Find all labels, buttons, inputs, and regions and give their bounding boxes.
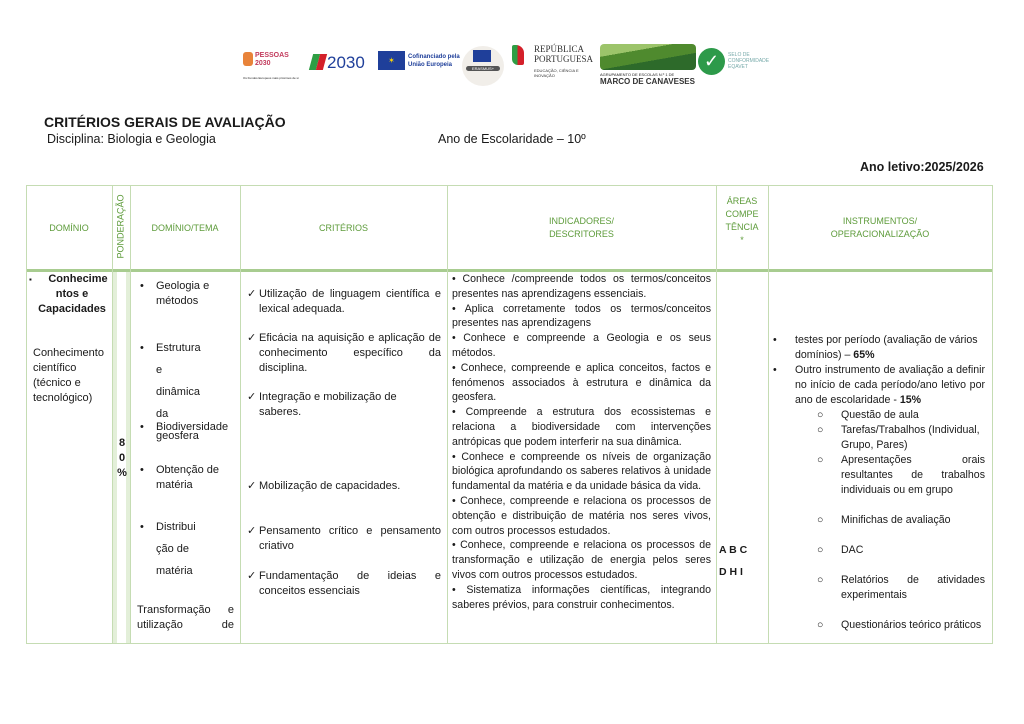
instrumento-subitem: ○ Tarefas/Trabalhos (Individual, Grupo, P… — [817, 424, 980, 451]
check-icon: ✓ — [698, 48, 725, 75]
indicador-item: • Sistematiza informações científicas, i… — [452, 583, 711, 611]
instrumento-subitem: ○ Minifichas de avaliação — [817, 514, 951, 526]
disciplina-label: Disciplina: Biologia e Geologia — [47, 132, 216, 146]
checkmark-icon: ✓ — [247, 332, 257, 344]
header-areas-competencia: ÁREAS COMPE TÊNCIA * — [725, 196, 759, 245]
instrumento-item: • testes por período (avaliação de vários… — [773, 334, 978, 361]
header-dominio: DOMÍNIO — [49, 223, 89, 233]
dominio-bullet: ▪ — [29, 275, 32, 284]
indicador-item: • Conhece, compreende e relaciona os pro… — [452, 539, 711, 581]
tema-transformacao: Transformação e utilização de — [137, 604, 234, 631]
header-criterios: CRITÉRIOS — [318, 223, 368, 233]
tema-item: • Biodiversidade — [140, 421, 229, 433]
logo-eqavet: ✓ SELO DE CONFORMIDADE EQAVET — [698, 47, 780, 79]
indicador-item: • Compreende a estrutura dos ecossistema… — [452, 406, 711, 448]
ano-escolaridade-label: Ano de Escolaridade – 10º — [438, 132, 586, 146]
logo-agrupamento-marco-de-canaveses: AGRUPAMENTO DE ESCOLAS N.º 1 DE MARCO DE… — [600, 44, 698, 86]
instrumentos-list: • testes por período (avaliação de vários… — [773, 333, 985, 633]
header-dominio-tema: DOMÍNIO/TEMA — [151, 223, 219, 233]
instrumento-subitem: ○ Questionários teórico práticos — [817, 619, 982, 631]
logo-pessoas-2030: PESSOAS 2030 Os Fundos Europeus mais pró… — [243, 52, 299, 80]
header-instrumentos: INSTRUMENTOS/ OPERACIONALIZAÇÃO — [830, 216, 930, 239]
indicador-item: • Conhece, compreende e relaciona os pro… — [452, 494, 711, 537]
criterio-item: ✓ Mobilização de capacidades. — [247, 480, 401, 492]
checkmark-icon: ✓ — [247, 480, 257, 492]
indicador-item: • Conhece e compreende a Geologia e os s… — [452, 332, 711, 359]
indicadores-list: • Conhece /compreende todos os termos/co… — [452, 272, 711, 612]
indicador-item: • Conhece, compreende e aplica conceitos… — [452, 361, 711, 404]
ponderacao-column-shade — [113, 272, 117, 643]
logo-portugal-2030: 2030 — [308, 52, 365, 74]
checkmark-icon: ✓ — [247, 288, 257, 300]
dominio-description: Conhecimento científico (técnico e tecno… — [33, 347, 104, 404]
tema-item: • Geologia e métodos — [140, 280, 210, 307]
areas-competencia: A B C D H I — [719, 544, 748, 578]
document-title: CRITÉRIOS GERAIS DE AVALIAÇÃO — [44, 114, 286, 130]
instrumento-subitem: ○ Questão de aula — [817, 409, 919, 421]
criterio-item: ✓ Pensamento crítico e pensamento criativ… — [247, 525, 441, 552]
ponderacao-value: 8 0 % — [117, 437, 127, 479]
instrumento-subitem: ○ Apresentações orais resultantes de trab… — [817, 454, 985, 496]
instrumento-subitem: ○ Relatórios de atividades experimentais — [817, 574, 985, 601]
header-indicadores: INDICADORES/ DESCRITORES — [548, 216, 614, 239]
instrumento-subitem: ○ DAC — [817, 544, 864, 556]
tema-item: • Obtenção de matéria — [140, 464, 219, 491]
criterio-item: ✓ Utilização de linguagem científica e le… — [247, 288, 441, 315]
tema-item: • Estrutura e dinâmica da geosfera — [140, 342, 201, 442]
indicador-item: • Aplica corretamente todos os termos/co… — [452, 302, 711, 330]
checkmark-icon: ✓ — [247, 391, 257, 403]
logo-republica-portuguesa: REPÚBLICA PORTUGUESA EDUCAÇÃO, CIÊNCIA E… — [512, 43, 598, 85]
header-ponderacao: PONDERAÇÃO — [115, 194, 126, 259]
criterio-item: ✓ Fundamentação de ideias e conceitos ess… — [247, 570, 441, 597]
criterio-item: ✓ Integração e mobilização de saberes. — [247, 391, 397, 418]
checkmark-icon: ✓ — [247, 570, 257, 582]
instrumento-item: • Outro instrumento de avaliação a defini… — [773, 364, 985, 406]
tema-item: • Distribui ção de matéria — [140, 521, 196, 577]
logo-eu-cofinanciado: ✶ Cofinanciado pela União Europeia — [378, 51, 462, 71]
ano-letivo-label: Ano letivo:2025/2026 — [860, 160, 984, 174]
indicador-item: • Conhece e compreende os níveis de orga… — [452, 450, 711, 493]
checkmark-icon: ✓ — [247, 525, 257, 537]
criterio-item: ✓ Eficácia na aquisição e aplicação de co… — [247, 332, 441, 374]
logo-erasmus-plus: ERASMUS+ — [462, 46, 504, 86]
dominio-title: Conhecime ntos e Capacidades — [38, 273, 108, 315]
indicador-item: • Conhece /compreende todos os termos/co… — [452, 273, 711, 300]
